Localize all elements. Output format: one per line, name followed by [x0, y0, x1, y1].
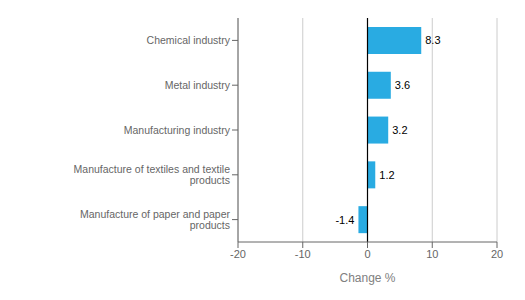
svg-text:8.3: 8.3 — [425, 34, 440, 46]
svg-text:Manufacture of textiles and te: Manufacture of textiles and textileprodu… — [74, 163, 231, 186]
svg-text:0: 0 — [364, 248, 370, 260]
svg-text:-10: -10 — [295, 248, 311, 260]
svg-text:1.2: 1.2 — [379, 169, 394, 181]
svg-text:Manufacturing industry: Manufacturing industry — [124, 124, 231, 136]
svg-text:3.6: 3.6 — [395, 79, 410, 91]
svg-text:Metal industry: Metal industry — [165, 79, 231, 91]
svg-text:10: 10 — [426, 248, 438, 260]
svg-text:-20: -20 — [230, 248, 246, 260]
svg-text:Manufacture of paper and paper: Manufacture of paper and paperproducts — [80, 208, 231, 231]
svg-text:Change %: Change % — [339, 271, 395, 285]
svg-text:Chemical industry: Chemical industry — [147, 34, 231, 46]
svg-text:20: 20 — [491, 248, 503, 260]
svg-text:3.2: 3.2 — [392, 124, 407, 136]
svg-text:-1.4: -1.4 — [335, 214, 354, 226]
